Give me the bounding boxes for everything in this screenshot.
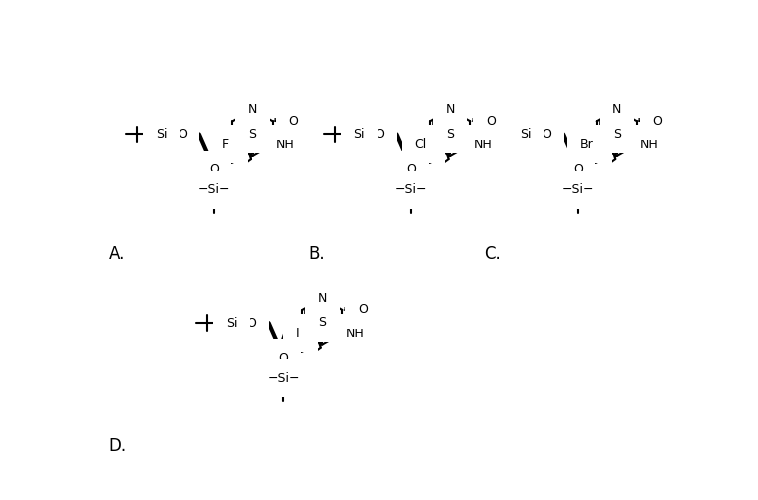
Text: O: O [573, 163, 583, 176]
Text: Cl: Cl [415, 138, 427, 151]
Text: O: O [288, 115, 298, 128]
Text: −Si−: −Si− [198, 183, 230, 196]
Text: O: O [208, 163, 218, 176]
Text: O: O [541, 128, 551, 141]
Text: N: N [248, 104, 257, 117]
Text: F: F [222, 138, 230, 151]
Text: −Si−: −Si− [268, 372, 299, 385]
Text: O: O [225, 154, 235, 167]
Text: O: O [278, 352, 289, 365]
Text: O: O [358, 304, 368, 316]
Text: Si: Si [353, 128, 365, 141]
Text: O: O [423, 154, 433, 167]
Text: O: O [590, 154, 600, 167]
Text: NH: NH [276, 138, 295, 151]
Text: S: S [612, 128, 621, 140]
Text: O: O [374, 128, 384, 141]
Text: C.: C. [484, 245, 501, 263]
Text: −Si−: −Si− [562, 183, 594, 196]
Text: S: S [249, 128, 256, 140]
Text: O: O [295, 342, 305, 355]
Text: A.: A. [108, 245, 125, 263]
Text: B.: B. [308, 245, 324, 263]
Text: Si: Si [520, 128, 531, 141]
Text: Si: Si [156, 128, 168, 141]
Text: NH: NH [474, 138, 492, 151]
Text: O: O [177, 128, 186, 141]
Text: −Si−: −Si− [395, 183, 428, 196]
Text: D.: D. [108, 438, 127, 456]
Text: O: O [406, 163, 416, 176]
Text: O: O [653, 115, 662, 128]
Text: N: N [318, 292, 327, 305]
Text: S: S [446, 128, 454, 140]
Text: N: N [612, 104, 622, 117]
Text: NH: NH [640, 138, 659, 151]
Text: O: O [246, 316, 256, 330]
Text: Br: Br [580, 138, 594, 151]
Text: N: N [446, 104, 455, 117]
Text: I: I [296, 326, 299, 340]
Text: Si: Si [226, 316, 237, 330]
Text: S: S [318, 316, 326, 329]
Text: O: O [486, 115, 496, 128]
Text: NH: NH [346, 326, 365, 340]
